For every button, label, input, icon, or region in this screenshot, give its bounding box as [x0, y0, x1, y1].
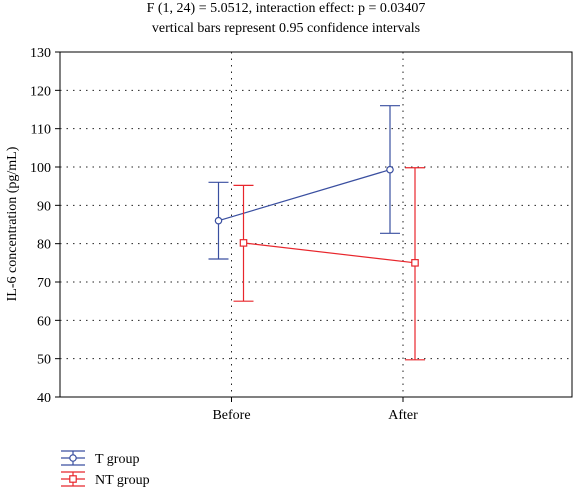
data-point [214, 216, 223, 225]
plot-area-frame [59, 51, 573, 398]
y-tick-label: 50 [37, 353, 51, 368]
series-line [243, 242, 416, 264]
legend-item-0: T group [61, 450, 139, 467]
legend-marker [69, 475, 77, 483]
y-tick-label: 60 [37, 314, 51, 329]
chart-title-line-2: vertical bars represent 0.95 confidence … [152, 21, 420, 36]
grid [60, 52, 572, 397]
legend: T group NT group [61, 450, 150, 487]
series-line [218, 169, 391, 222]
x-tick-label: Before [212, 408, 250, 423]
data-point [386, 165, 394, 174]
y-tick-label: 70 [37, 276, 51, 291]
x-tick-label: After [388, 408, 418, 423]
y-tick-label: 80 [37, 238, 51, 253]
x-axis: Before After [212, 397, 418, 423]
y-tick-label: 40 [37, 391, 51, 406]
y-tick-label: 90 [37, 199, 51, 214]
y-tick-label: 110 [31, 123, 51, 138]
y-axis-label: IL-6 concentration (pg/mL) [5, 146, 20, 301]
series-0 [208, 105, 400, 260]
legend-item-1: NT group [61, 471, 150, 487]
y-axis: 40 50 60 70 80 90 100 110 120 130 [30, 46, 60, 406]
series-layer [208, 105, 425, 361]
series-1 [233, 167, 425, 361]
legend-label: T group [95, 452, 139, 467]
data-point [239, 239, 248, 247]
y-tick-label: 120 [30, 84, 51, 99]
y-tick-label: 130 [30, 46, 51, 61]
chart-title-line-1: F (1, 24) = 5.0512, interaction effect: … [147, 1, 426, 16]
legend-label: NT group [95, 473, 150, 487]
legend-marker [69, 454, 77, 462]
y-tick-label: 100 [30, 161, 51, 176]
data-point [411, 259, 419, 267]
